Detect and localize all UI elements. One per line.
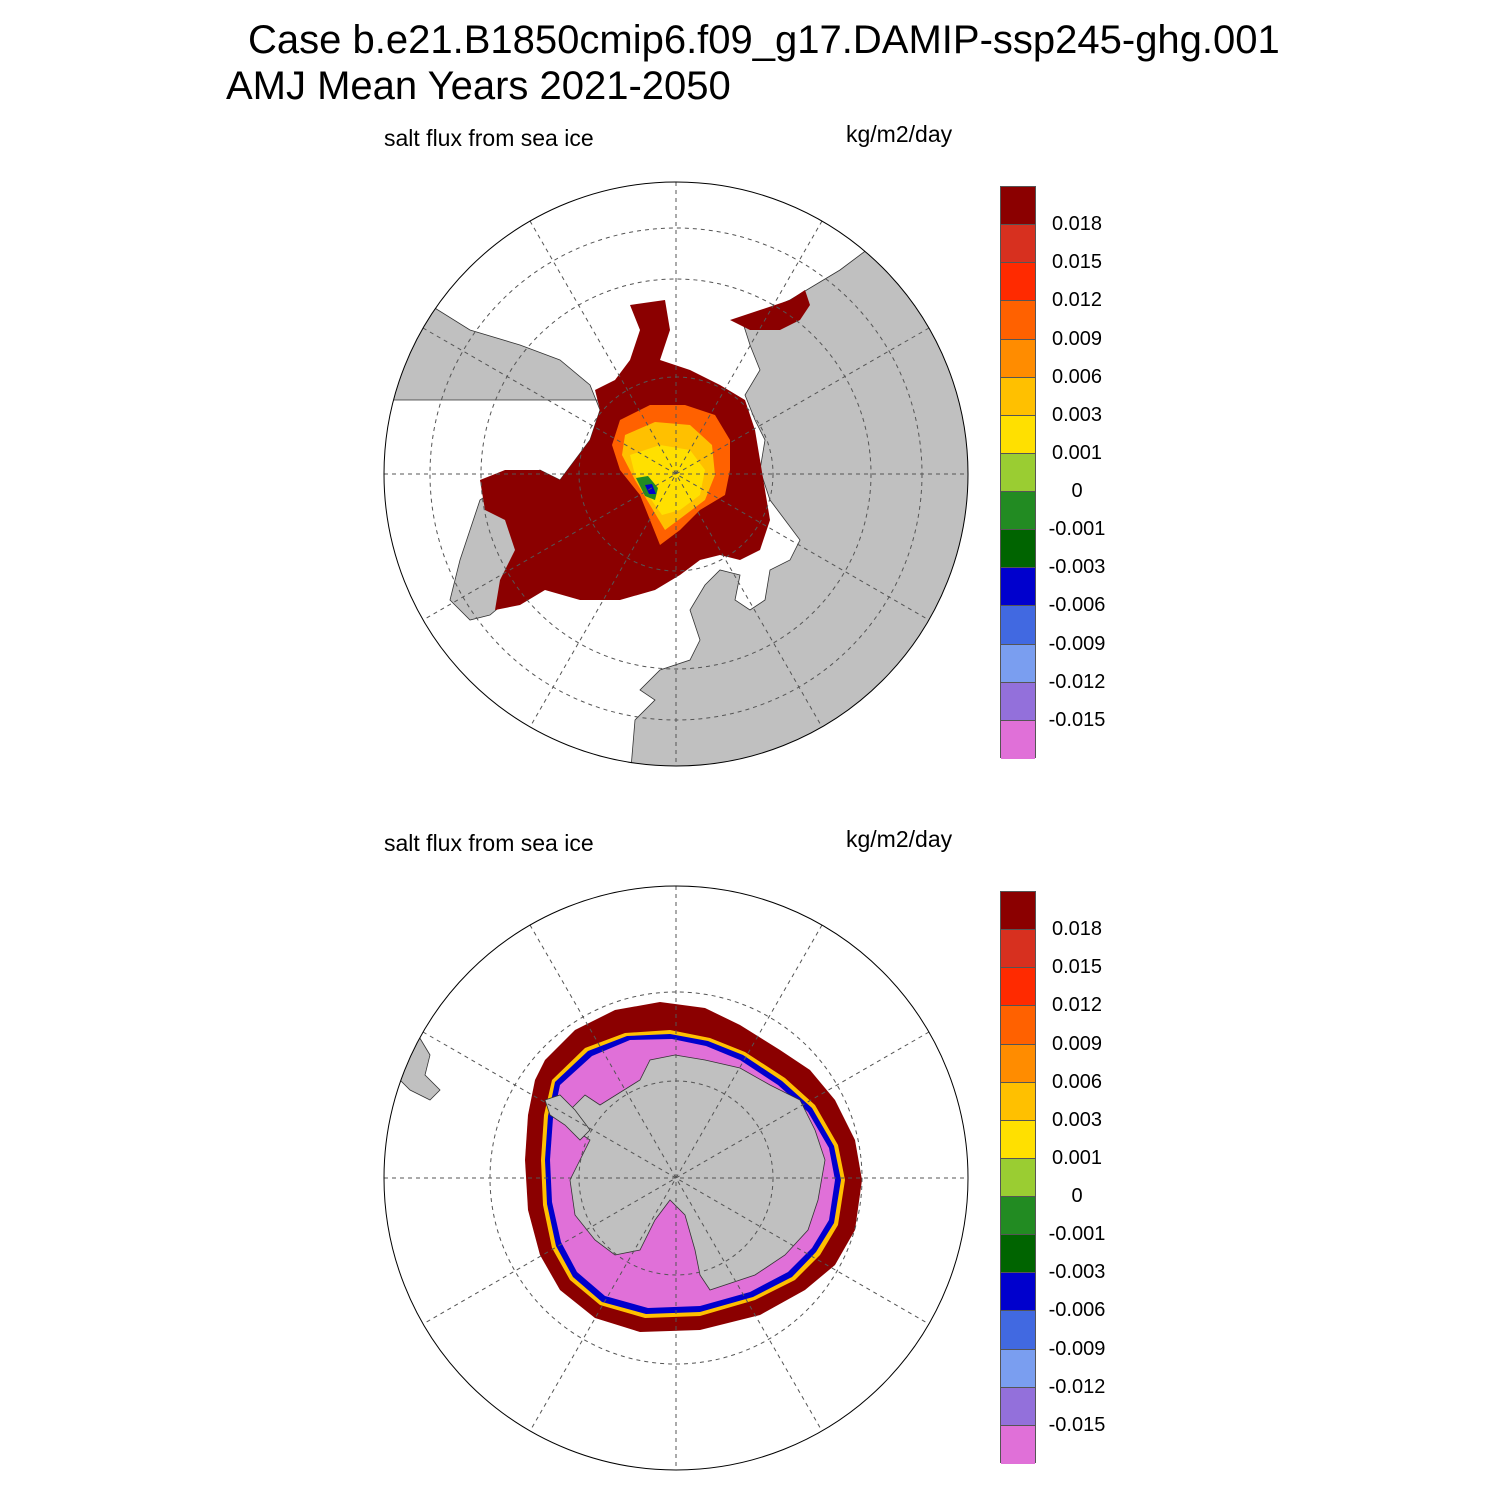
south-colorbar-swatch — [1001, 1044, 1035, 1083]
south-colorbar-tick-label: -0.015 — [1048, 1413, 1106, 1436]
north-panel-units: kg/m2/day — [846, 121, 953, 147]
north-colorbar-swatch — [1001, 720, 1035, 759]
south-colorbar-swatch — [1001, 1235, 1035, 1274]
south-colorbar-swatch — [1001, 968, 1035, 1007]
north-seaice-barents — [730, 290, 810, 330]
south-colorbar-tick-label: -0.009 — [1048, 1337, 1106, 1360]
south-colorbar-tick-label: 0 — [1071, 1185, 1083, 1208]
north-colorbar-tick-label: -0.012 — [1048, 670, 1106, 693]
south-colorbar-swatch — [1001, 1349, 1035, 1388]
north-colorbar-tick-label: -0.009 — [1048, 632, 1106, 655]
north-colorbar-swatch — [1001, 415, 1035, 454]
north-colorbar-swatch — [1001, 568, 1035, 607]
north-colorbar — [1000, 186, 1036, 759]
south-colorbar-tick-label: -0.006 — [1048, 1299, 1106, 1322]
south-colorbar-tick-label: -0.012 — [1048, 1375, 1106, 1398]
south-colorbar-tick-label: 0.006 — [1051, 1070, 1103, 1093]
north-colorbar-swatch — [1001, 530, 1035, 569]
north-colorbar-swatch — [1001, 301, 1035, 340]
north-colorbar-tick-label: -0.006 — [1048, 594, 1106, 617]
south-colorbar-swatch — [1001, 1158, 1035, 1197]
south-colorbar-swatch — [1001, 1120, 1035, 1159]
north-colorbar-tick-label: 0.009 — [1051, 327, 1103, 350]
south-map-boundary — [383, 885, 969, 1471]
north-map-boundary — [383, 181, 969, 767]
south-colorbar-swatch — [1001, 1387, 1035, 1426]
south-colorbar-swatch — [1001, 1425, 1035, 1464]
north-colorbar-swatch — [1001, 225, 1035, 264]
south-colorbar-swatch — [1001, 1082, 1035, 1121]
north-colorbar-tick-label: 0.018 — [1051, 213, 1103, 236]
south-polar-map — [383, 885, 969, 1471]
north-colorbar-tick-label: -0.015 — [1048, 708, 1106, 731]
north-colorbar-tick-label: -0.001 — [1048, 518, 1106, 541]
south-colorbar-swatch — [1001, 1311, 1035, 1350]
north-seaice-yellow — [630, 445, 705, 515]
figure-title-line1: Case b.e21.B1850cmip6.f09_g17.DAMIP-ssp2… — [248, 18, 1280, 62]
south-colorbar — [1000, 891, 1036, 1464]
south-colorbar-swatch — [1001, 930, 1035, 969]
north-panel-title: salt flux from sea ice — [384, 125, 594, 151]
south-colorbar-swatch — [1001, 1273, 1035, 1312]
north-colorbar-tick-label: 0.015 — [1051, 251, 1103, 274]
south-panel-title: salt flux from sea ice — [384, 830, 594, 856]
north-colorbar-swatch — [1001, 263, 1035, 302]
north-colorbar-swatch — [1001, 453, 1035, 492]
north-colorbar-swatch — [1001, 492, 1035, 531]
south-colorbar-tick-label: 0.001 — [1051, 1146, 1103, 1169]
north-colorbar-swatch — [1001, 339, 1035, 378]
north-colorbar-swatch — [1001, 682, 1035, 721]
north-colorbar-swatch — [1001, 644, 1035, 683]
south-colorbar-tick-label: 0.018 — [1051, 918, 1103, 941]
south-colorbar-swatch — [1001, 892, 1035, 931]
north-colorbar-tick-label: 0 — [1071, 480, 1083, 503]
south-graticule — [384, 886, 968, 1470]
north-colorbar-swatch — [1001, 606, 1035, 645]
south-colorbar-tick-label: 0.003 — [1051, 1108, 1103, 1131]
north-colorbar-swatch — [1001, 187, 1035, 226]
north-polar-map — [383, 181, 969, 767]
figure-title-line2: AMJ Mean Years 2021-2050 — [226, 64, 731, 108]
north-colorbar-tick-label: -0.003 — [1048, 556, 1106, 579]
south-colorbar-tick-label: 0.009 — [1051, 1032, 1103, 1055]
south-colorbar-tick-label: -0.001 — [1048, 1223, 1106, 1246]
north-colorbar-labels: 0.018 0.015 0.012 0.009 0.006 0.003 0.001 0 -0.0… — [1040, 186, 1120, 758]
north-colorbar-tick-label: 0.001 — [1051, 441, 1103, 464]
south-colorbar-labels: 0.018 0.015 0.012 0.009 0.006 0.003 0.001 0 -0.0… — [1040, 891, 1120, 1463]
eurasia-land — [629, 239, 968, 766]
north-colorbar-swatch — [1001, 377, 1035, 416]
south-colorbar-tick-label: 0.012 — [1051, 994, 1103, 1017]
south-colorbar-swatch — [1001, 1006, 1035, 1045]
south-panel-units: kg/m2/day — [846, 826, 953, 852]
south-colorbar-swatch — [1001, 1197, 1035, 1236]
north-colorbar-tick-label: 0.012 — [1051, 289, 1103, 312]
antarctic-peninsula-land — [544, 1094, 591, 1141]
south-colorbar-tick-label: -0.003 — [1048, 1261, 1106, 1284]
north-graticule — [384, 182, 968, 766]
north-colorbar-tick-label: 0.006 — [1051, 365, 1103, 388]
antarctica-land — [559, 1054, 826, 1291]
north-colorbar-tick-label: 0.003 — [1051, 403, 1103, 426]
south-colorbar-tick-label: 0.015 — [1051, 956, 1103, 979]
